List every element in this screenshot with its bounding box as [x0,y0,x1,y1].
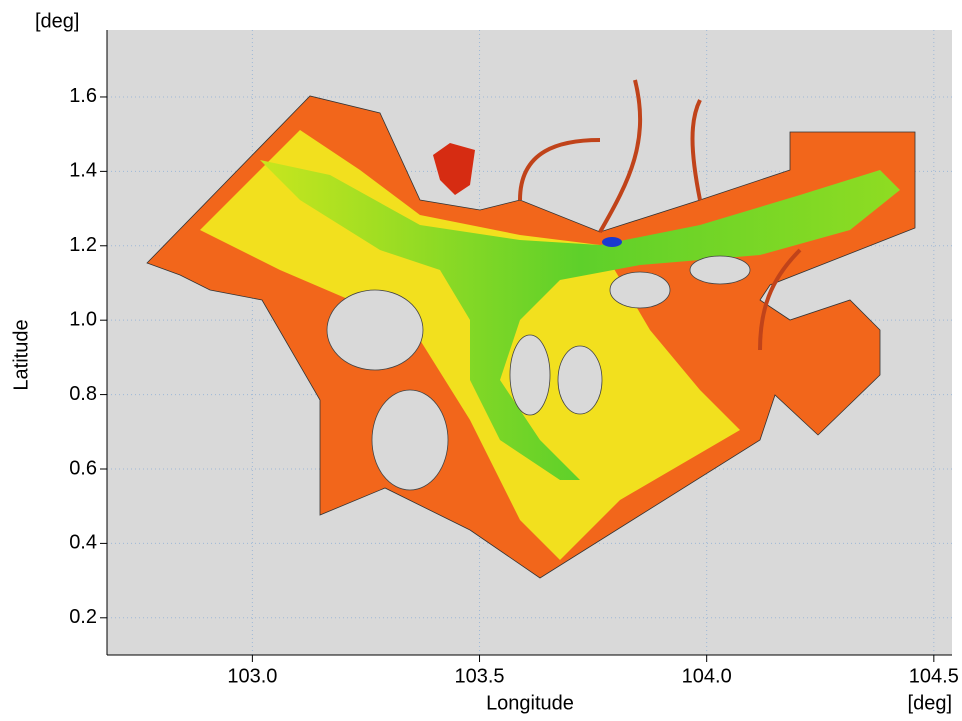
y-tick-label: 0.8 [69,383,97,405]
x-tick-label: 103.5 [454,665,504,687]
deep-spot [602,237,622,247]
y-tick-label: 1.2 [69,234,97,256]
island [372,390,448,490]
y-tick-label: 1.6 [69,85,97,107]
y-tick-label: 0.4 [69,532,97,554]
y-axis-title: Latitude [10,319,32,390]
y-tick-label: 0.6 [69,457,97,479]
island [510,335,550,415]
y-tick-label: 1.4 [69,160,97,182]
x-unit: [deg] [908,692,952,714]
y-unit: [deg] [35,10,79,32]
island [327,290,423,370]
x-tick-label: 103.0 [227,665,277,687]
y-tick-label: 0.2 [69,606,97,628]
x-axis-title: Longitude [486,692,574,714]
island [690,256,750,284]
island [610,272,670,308]
island [558,346,602,414]
y-tick-label: 1.0 [69,308,97,330]
x-tick-label: 104.5 [909,665,959,687]
map-plot: [deg] Latitude Longitude [deg] 103.0 103.… [0,0,962,721]
x-tick-label: 104.0 [682,665,732,687]
